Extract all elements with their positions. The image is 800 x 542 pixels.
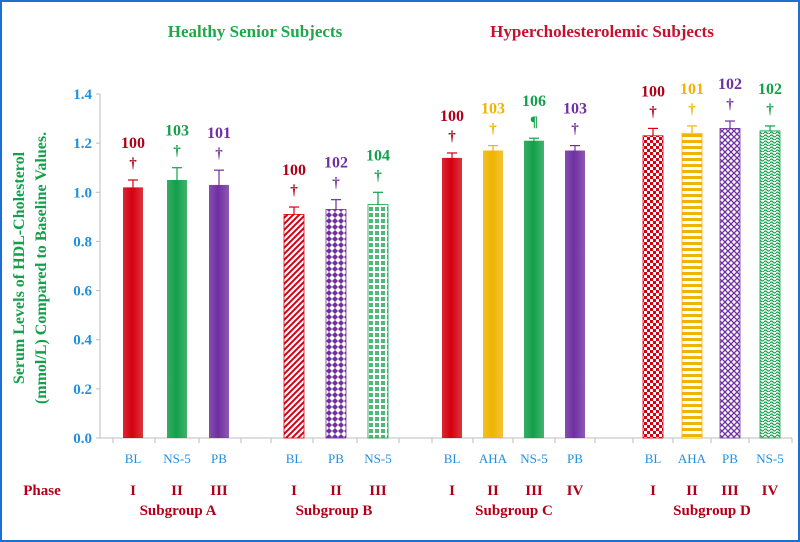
x-tick-label: NS-5 — [364, 451, 391, 466]
significance-mark: † — [374, 168, 382, 184]
bar — [719, 128, 741, 439]
bar — [283, 213, 305, 439]
x-tick-label: NS-5 — [756, 451, 783, 466]
x-tick-label: AHA — [678, 451, 707, 466]
significance-mark: † — [173, 144, 181, 160]
bar — [759, 130, 781, 439]
data-label: 103 — [165, 123, 189, 140]
bar — [642, 135, 664, 439]
bar — [367, 204, 389, 439]
significance-mark: † — [726, 97, 734, 113]
y-tick-label: 1.4 — [73, 87, 92, 103]
significance-mark: † — [290, 183, 298, 199]
y-tick-label: 0.0 — [73, 431, 92, 447]
data-label: 103 — [481, 101, 505, 118]
significance-mark: † — [129, 156, 137, 172]
phase-number: IV — [567, 483, 584, 499]
data-label: 104 — [366, 147, 390, 164]
significance-mark: † — [649, 104, 657, 120]
x-tick-label: AHA — [479, 451, 508, 466]
data-label: 101 — [680, 81, 704, 98]
data-label: 103 — [563, 101, 587, 118]
y-tick-label: 0.8 — [73, 234, 92, 250]
bar — [325, 209, 347, 439]
bar — [565, 150, 585, 438]
data-label: 100 — [282, 162, 306, 179]
phase-number: I — [130, 483, 136, 499]
group-title: Healthy Senior Subjects — [168, 22, 343, 41]
bar — [167, 180, 187, 438]
significance-mark: † — [215, 146, 223, 162]
data-label: 101 — [207, 125, 231, 142]
bar — [524, 140, 544, 438]
significance-mark: ¶ — [530, 114, 538, 130]
y-tick-label: 1.2 — [73, 136, 92, 152]
phase-number: III — [525, 483, 543, 499]
y-tick-label: 0.2 — [73, 382, 92, 398]
phase-number: II — [487, 483, 499, 499]
x-tick-label: BL — [125, 451, 142, 466]
y-axis-label: Serum Levels of HDL-Cholesterol — [11, 151, 28, 384]
data-label: 102 — [718, 76, 742, 93]
phase-number: II — [330, 483, 342, 499]
data-label: 100 — [641, 83, 665, 100]
significance-mark: † — [571, 122, 579, 138]
phase-number: I — [650, 483, 656, 499]
significance-mark: † — [766, 102, 774, 118]
y-axis-label: (mmol/L) Compared to Baseline Values. — [33, 132, 50, 404]
phase-number: II — [686, 483, 698, 499]
x-tick-label: NS-5 — [163, 451, 190, 466]
phase-number: III — [210, 483, 228, 499]
significance-mark: † — [448, 129, 456, 145]
phase-number: I — [449, 483, 455, 499]
data-label: 100 — [440, 108, 464, 125]
x-tick-label: BL — [444, 451, 461, 466]
data-label: 106 — [522, 93, 546, 110]
subgroup-label: Subgroup B — [296, 503, 373, 519]
x-tick-label: BL — [645, 451, 662, 466]
phase-label: Phase — [23, 483, 61, 499]
bar — [209, 184, 229, 438]
subgroup-label: Subgroup D — [673, 503, 751, 519]
significance-mark: † — [332, 176, 340, 192]
x-tick-label: NS-5 — [520, 451, 547, 466]
x-tick-label: PB — [567, 451, 583, 466]
phase-number: III — [369, 483, 387, 499]
data-label: 102 — [324, 155, 348, 172]
x-tick-label: PB — [211, 451, 227, 466]
y-tick-label: 0.6 — [73, 284, 92, 300]
y-tick-label: 0.4 — [73, 333, 92, 349]
group-title: Hypercholesterolemic Subjects — [490, 22, 714, 41]
subgroup-label: Subgroup C — [475, 503, 553, 519]
significance-mark: † — [489, 122, 497, 138]
bar — [681, 132, 703, 439]
bar — [442, 157, 462, 438]
phase-number: III — [721, 483, 739, 499]
x-tick-label: BL — [286, 451, 303, 466]
x-tick-label: PB — [328, 451, 344, 466]
phase-number: IV — [762, 483, 779, 499]
bar — [483, 150, 503, 438]
data-label: 102 — [758, 81, 782, 98]
bar — [123, 187, 143, 438]
phase-number: I — [291, 483, 297, 499]
x-tick-label: PB — [722, 451, 738, 466]
data-label: 100 — [121, 135, 145, 152]
subgroup-label: Subgroup A — [140, 503, 217, 519]
significance-mark: † — [688, 102, 696, 118]
y-tick-label: 1.0 — [73, 185, 92, 201]
phase-number: II — [171, 483, 183, 499]
